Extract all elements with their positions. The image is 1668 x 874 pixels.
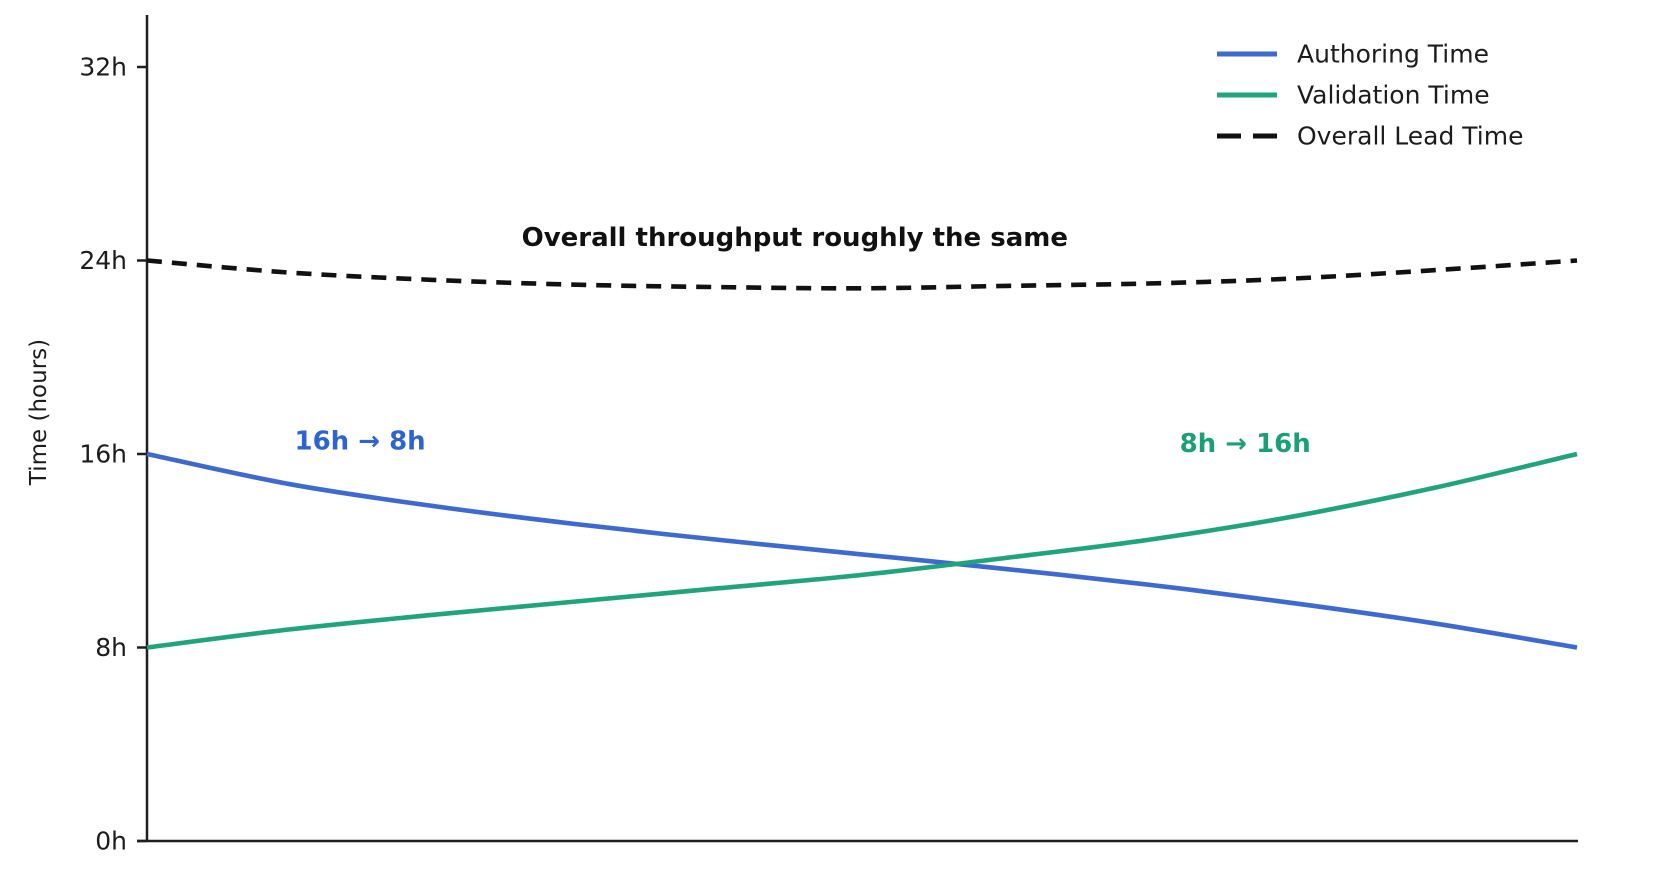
legend-entry-overall-lead: Overall Lead Time xyxy=(1217,122,1523,151)
y-tick-label: 8h xyxy=(95,633,127,662)
y-tick-24h: 24h xyxy=(79,246,147,275)
legend-label-overall-lead: Overall Lead Time xyxy=(1297,122,1523,151)
y-tick-label: 16h xyxy=(79,440,127,469)
y-axis: 0h 8h 16h 24h 32h Time (hours) xyxy=(26,15,149,856)
legend-label-validation: Validation Time xyxy=(1297,81,1490,110)
overall-lead-time-line xyxy=(146,258,1578,291)
y-tick-32h: 32h xyxy=(79,53,147,82)
y-tick-16h: 16h xyxy=(79,440,147,469)
legend-entry-validation: Validation Time xyxy=(1217,81,1490,110)
legend-label-authoring: Authoring Time xyxy=(1297,40,1489,69)
annotation-validation-change: 8h → 16h xyxy=(1180,429,1311,459)
annotation-overall-throughput: Overall throughput roughly the same xyxy=(522,223,1068,253)
y-tick-label: 32h xyxy=(79,53,127,82)
y-tick-label: 0h xyxy=(95,827,127,856)
y-axis-title: Time (hours) xyxy=(26,339,52,486)
authoring-time-line xyxy=(146,451,1578,650)
annotation-authoring-change: 16h → 8h xyxy=(295,427,426,457)
legend: Authoring Time Validation Time Overall L… xyxy=(1217,40,1523,151)
y-tick-label: 24h xyxy=(79,246,127,275)
legend-entry-authoring: Authoring Time xyxy=(1217,40,1489,69)
y-tick-8h: 8h xyxy=(95,633,147,662)
validation-time-line xyxy=(146,451,1578,650)
